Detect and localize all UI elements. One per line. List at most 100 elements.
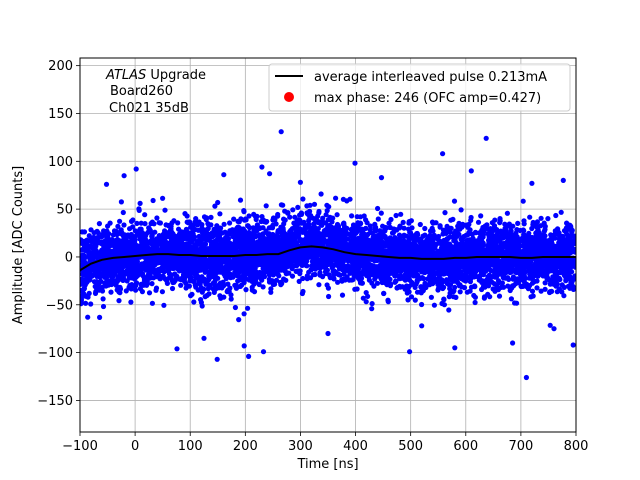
sample-point xyxy=(361,213,367,219)
sample-point xyxy=(188,293,194,299)
sample-point xyxy=(542,286,548,292)
sample-point xyxy=(529,225,535,232)
sample-point xyxy=(529,288,536,294)
sample-point xyxy=(241,208,247,214)
sample-point xyxy=(80,253,83,259)
sample-point xyxy=(194,222,200,228)
sample-point xyxy=(237,197,244,203)
sample-point xyxy=(401,233,407,239)
sample-point xyxy=(464,289,470,295)
sample-point xyxy=(287,214,293,220)
sample-point xyxy=(138,226,144,232)
sample-point xyxy=(242,233,248,240)
sample-point xyxy=(245,223,251,229)
sample-point xyxy=(374,280,381,286)
sample-point xyxy=(178,282,184,288)
sample-point xyxy=(128,218,135,224)
sample-point xyxy=(360,295,366,301)
sample-point xyxy=(397,276,403,282)
sample-point xyxy=(196,233,202,239)
sample-point xyxy=(319,258,325,264)
sample-point xyxy=(121,222,127,228)
sample-point xyxy=(541,228,548,234)
sample-point xyxy=(513,280,519,287)
sample-point xyxy=(212,203,218,209)
sample-point xyxy=(521,228,527,234)
sample-point xyxy=(429,225,435,231)
sample-point xyxy=(316,210,322,216)
sample-point xyxy=(223,275,229,282)
sample-point xyxy=(81,229,88,235)
sample-point xyxy=(443,237,449,243)
sample-point xyxy=(369,280,375,286)
sample-point xyxy=(154,215,160,221)
sample-point xyxy=(552,267,559,273)
sample-point xyxy=(359,280,365,286)
sample-point xyxy=(103,229,109,235)
sample-point xyxy=(336,266,343,272)
sample-point xyxy=(326,293,332,300)
sample-point xyxy=(324,208,330,214)
sample-point xyxy=(242,216,249,222)
sample-point xyxy=(241,311,247,317)
sample-point xyxy=(381,233,387,239)
sample-point xyxy=(144,281,151,287)
sample-point xyxy=(444,280,450,286)
sample-point xyxy=(112,230,119,236)
sample-point xyxy=(504,235,510,241)
sample-point xyxy=(159,289,165,295)
sample-point xyxy=(170,279,176,286)
sample-point xyxy=(245,305,251,311)
sample-point xyxy=(372,221,378,227)
sample-point xyxy=(115,223,121,229)
sample-point xyxy=(472,267,479,273)
sample-point xyxy=(211,226,217,232)
sample-point xyxy=(364,220,370,226)
sample-point xyxy=(353,263,359,269)
sample-point xyxy=(378,249,384,255)
sample-point xyxy=(528,294,534,300)
sample-point xyxy=(228,296,234,302)
sample-point xyxy=(375,216,381,222)
sample-point xyxy=(156,220,162,226)
sample-point xyxy=(350,225,356,232)
sample-point xyxy=(363,233,370,239)
sample-point xyxy=(410,241,416,247)
sample-point xyxy=(501,284,507,290)
sample-point xyxy=(281,216,287,222)
sample-point xyxy=(336,229,342,235)
sample-point xyxy=(520,198,526,204)
sample-point xyxy=(412,284,418,290)
sample-point xyxy=(169,285,176,292)
sample-point xyxy=(239,282,245,288)
sample-point xyxy=(246,213,252,219)
sample-point xyxy=(316,219,322,225)
sample-point xyxy=(114,287,120,293)
sample-point xyxy=(266,272,272,278)
sample-point xyxy=(471,292,477,299)
sample-point xyxy=(108,289,114,295)
sample-point xyxy=(227,220,233,226)
sample-point xyxy=(268,286,274,292)
sample-point xyxy=(439,300,445,307)
sample-point xyxy=(228,292,234,298)
sample-point xyxy=(349,213,355,219)
sample-point xyxy=(225,281,231,287)
sample-point xyxy=(300,196,306,202)
sample-point xyxy=(431,302,437,308)
sample-point xyxy=(440,240,446,246)
sample-point xyxy=(401,238,407,244)
sample-point xyxy=(481,294,488,300)
scatter-points xyxy=(80,129,576,381)
sample-point xyxy=(446,294,452,300)
sample-point xyxy=(149,300,155,306)
sample-point xyxy=(134,220,140,226)
sample-point xyxy=(406,289,412,295)
sample-point xyxy=(293,224,300,230)
sample-point xyxy=(199,237,205,243)
sample-point xyxy=(141,276,148,282)
sample-point xyxy=(564,220,570,226)
sample-point xyxy=(236,317,242,323)
sample-point xyxy=(131,276,138,282)
